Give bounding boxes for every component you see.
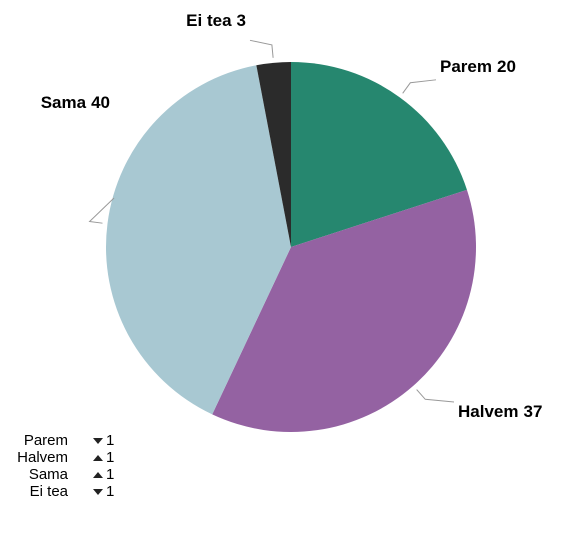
leader-line xyxy=(416,389,455,403)
change-arrow xyxy=(93,489,103,495)
slice-name: Ei tea xyxy=(186,11,232,30)
leader-line xyxy=(402,79,437,94)
slice-label: Sama 40 xyxy=(41,93,110,112)
slice-value: 37 xyxy=(523,402,542,421)
change-value: 1 xyxy=(106,483,114,500)
change-arrow xyxy=(93,455,103,461)
legend-name: Sama xyxy=(29,466,69,483)
pie-slice xyxy=(105,65,291,415)
change-value: 1 xyxy=(106,449,114,466)
pie-slice xyxy=(212,189,477,432)
slice-label: Ei tea 3 xyxy=(186,11,246,30)
legend-name: Halvem xyxy=(17,449,68,466)
change-value: 1 xyxy=(106,432,114,449)
slice-value: 20 xyxy=(497,57,516,76)
leader-line xyxy=(249,39,274,58)
pie-slice xyxy=(291,62,467,247)
change-arrow xyxy=(93,472,103,478)
legend-name: Parem xyxy=(24,432,68,449)
slice-label: Parem 20 xyxy=(440,57,516,76)
leader-line xyxy=(88,197,115,224)
slice-name: Sama xyxy=(41,93,87,112)
pie-slice xyxy=(256,62,291,247)
slice-value: 3 xyxy=(237,11,246,30)
slice-name: Halvem xyxy=(458,402,518,421)
change-value: 1 xyxy=(106,466,114,483)
slice-value: 40 xyxy=(91,93,110,112)
change-arrow xyxy=(93,438,103,444)
slice-name: Parem xyxy=(440,57,492,76)
slice-label: Halvem 37 xyxy=(458,402,542,421)
legend-name: Ei tea xyxy=(30,483,69,500)
